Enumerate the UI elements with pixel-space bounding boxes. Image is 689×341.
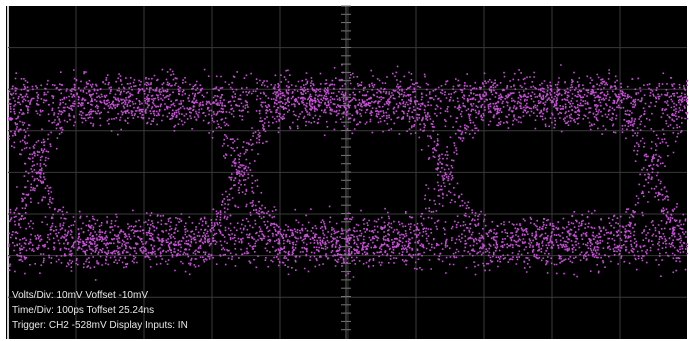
- status-line: Time/Div: 100ps Toffset 25.24ns: [12, 305, 154, 316]
- scope-screen: Volts/Div: 10mV Voffset -10mV Time/Div: …: [0, 0, 689, 341]
- page: Volts/Div: 10mV Voffset -10mV Time/Div: …: [0, 0, 689, 341]
- status-line: Volts/Div: 10mV Voffset -10mV: [12, 290, 148, 301]
- status-line: Trigger: CH2 -528mV Display Inputs: IN: [12, 320, 188, 331]
